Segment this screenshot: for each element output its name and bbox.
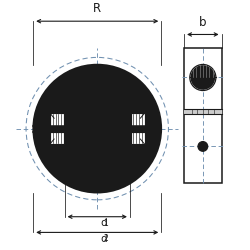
Text: 1: 1 xyxy=(104,219,108,228)
Bar xyxy=(130,113,144,126)
Circle shape xyxy=(190,65,215,90)
Bar xyxy=(184,48,222,183)
Circle shape xyxy=(65,96,130,161)
Bar xyxy=(50,113,64,126)
Text: 2: 2 xyxy=(104,234,108,243)
Text: b: b xyxy=(199,16,206,29)
Bar xyxy=(130,132,144,144)
Circle shape xyxy=(198,142,208,151)
Text: R: R xyxy=(93,2,101,15)
Circle shape xyxy=(33,65,161,192)
Bar xyxy=(50,132,64,144)
Text: d: d xyxy=(101,218,107,228)
Bar xyxy=(184,109,222,114)
Text: d: d xyxy=(101,234,107,243)
Circle shape xyxy=(72,104,122,154)
